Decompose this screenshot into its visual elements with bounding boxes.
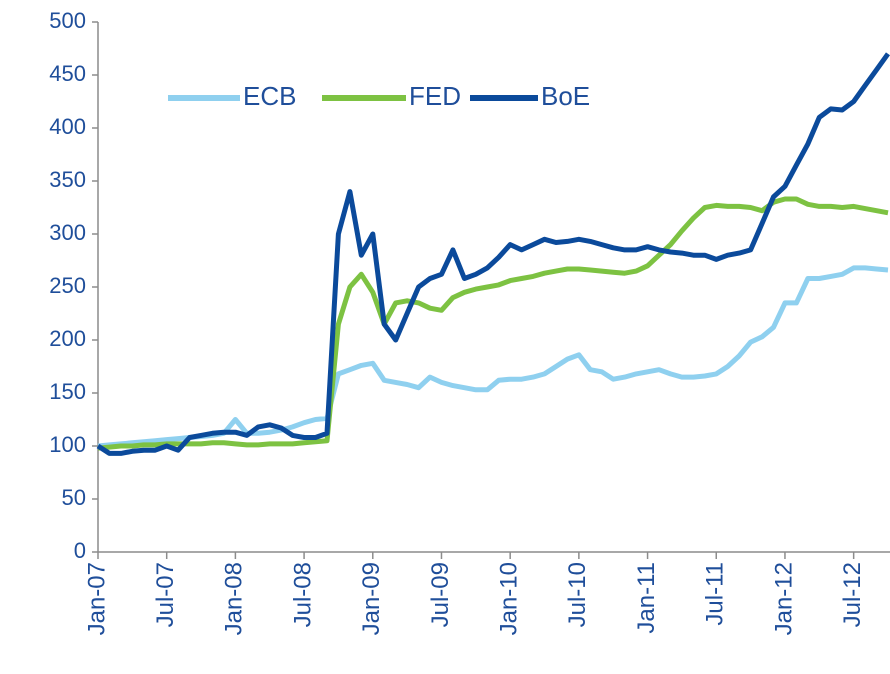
y-tick-label: 200 <box>49 326 86 351</box>
y-tick-label: 450 <box>49 61 86 86</box>
x-tick-label: Jul-11 <box>702 562 729 626</box>
y-tick-label: 250 <box>49 273 86 298</box>
x-tick-label: Jul-08 <box>289 562 316 627</box>
x-tick-label: Jul-12 <box>839 562 866 627</box>
x-tick-label: Jan-08 <box>221 562 248 635</box>
x-tick-label: Jan-09 <box>358 562 385 635</box>
y-tick-label: 150 <box>49 379 86 404</box>
series-line <box>97 196 889 451</box>
x-tick-label: Jan-10 <box>496 562 523 635</box>
x-tick-label: Jul-09 <box>427 562 454 627</box>
y-tick-label: 50 <box>62 485 86 510</box>
series-line <box>97 265 889 449</box>
legend-label: FED <box>409 81 461 111</box>
y-tick-label: 300 <box>49 220 86 245</box>
y-tick-label: 100 <box>49 432 86 457</box>
x-tick-label: Jul-07 <box>152 562 179 627</box>
x-tick-label: Jan-11 <box>633 562 660 634</box>
series-line <box>96 52 890 456</box>
y-tick-label: 350 <box>49 167 86 192</box>
y-tick-label: 500 <box>49 8 86 33</box>
y-tick-label: 0 <box>74 538 86 563</box>
x-tick-label: Jan-12 <box>770 562 797 635</box>
y-tick-label: 400 <box>49 114 86 139</box>
legend-label: ECB <box>243 81 296 111</box>
legend-label: BoE <box>541 81 590 111</box>
x-tick-label: Jul-10 <box>564 562 591 627</box>
x-tick-label: Jan-07 <box>83 562 110 635</box>
